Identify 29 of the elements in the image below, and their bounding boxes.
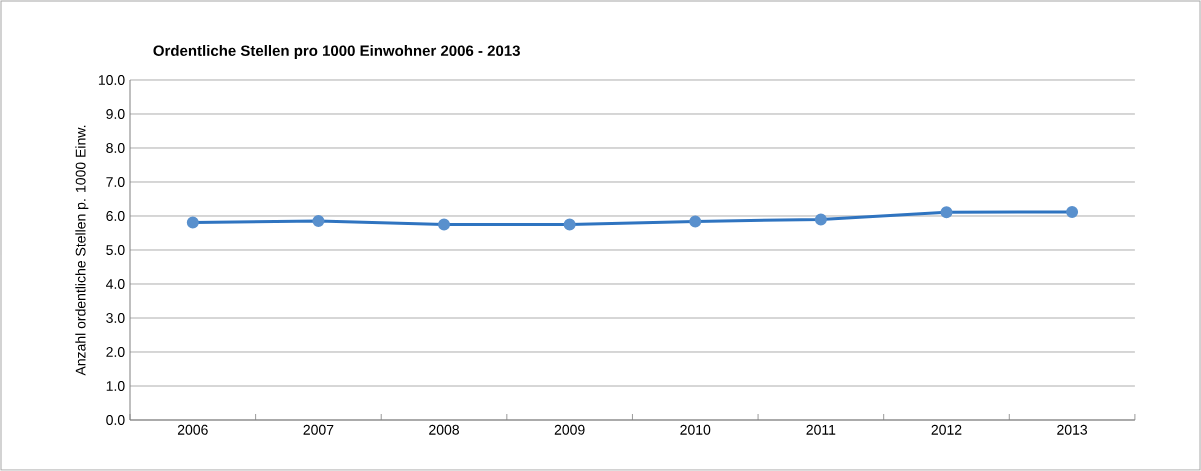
y-tick-label: 8.0	[106, 143, 125, 153]
x-tick-label: 2011	[806, 424, 836, 435]
y-axis-title: Anzahl ordentliche Stellen p. 1000 Einw.	[75, 125, 89, 376]
x-tick-label: 2009	[554, 424, 585, 435]
x-tick-label: 2013	[1057, 424, 1088, 435]
y-tick-label: 0.0	[106, 415, 125, 425]
point	[689, 215, 702, 228]
x-tick-label: 2008	[429, 424, 459, 435]
y-tick-label: 3.0	[106, 313, 125, 323]
y-tick-label: 5.0	[106, 245, 125, 255]
point	[940, 206, 953, 219]
y-tick-label: 1.0	[106, 381, 125, 391]
point	[312, 215, 325, 228]
x-tick-label: 2010	[680, 424, 711, 435]
y-tick-label: 7.0	[106, 177, 125, 187]
x-tick-label: 2006	[177, 424, 208, 435]
point	[563, 218, 576, 231]
y-tick-label: 2.0	[106, 347, 125, 357]
y-tick-label: 6.0	[106, 211, 125, 221]
y-tick-label: 4.0	[105, 279, 125, 289]
point	[814, 213, 827, 226]
x-tick-label: 2007	[303, 424, 334, 435]
point	[438, 218, 451, 231]
x-tick-label: 2012	[931, 424, 962, 435]
y-tick-label: 10.0	[98, 75, 125, 85]
chart-title: Ordentliche Stellen pro 1000 Einwohner 2006 - 2013	[153, 45, 520, 59]
y-tick-label: 9.0	[106, 109, 125, 119]
point	[186, 216, 199, 229]
point	[1066, 205, 1079, 218]
